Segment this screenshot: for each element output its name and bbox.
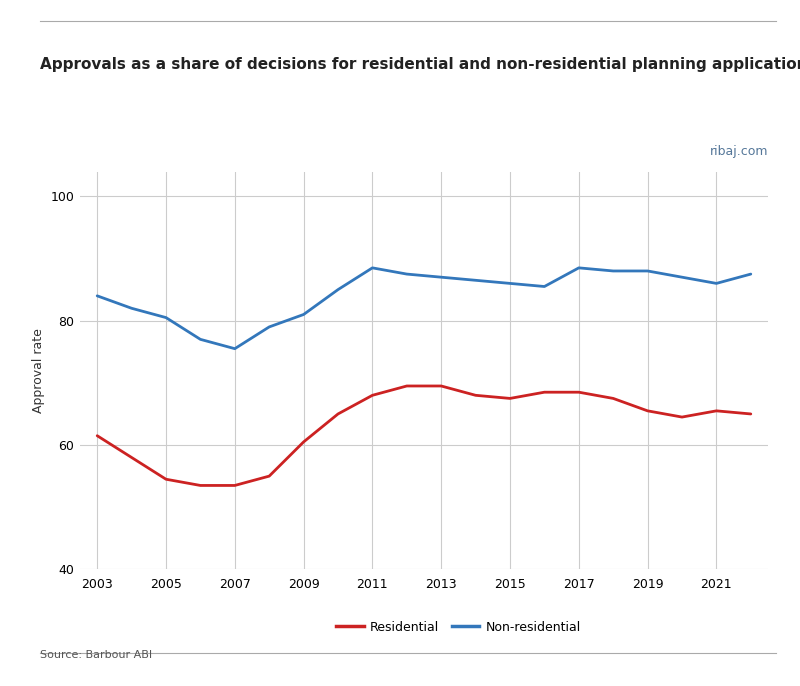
Non-residential — [539, 283, 549, 291]
Residential — [367, 391, 377, 399]
Residential — [298, 438, 308, 446]
Non-residential — [506, 279, 515, 287]
Non-residential — [162, 314, 171, 322]
Non-residential — [574, 263, 584, 272]
Residential — [162, 475, 171, 484]
Non-residential — [677, 273, 686, 281]
Non-residential — [608, 267, 618, 275]
Residential — [436, 382, 446, 390]
Line: Non-residential: Non-residential — [97, 268, 751, 348]
Residential — [746, 410, 756, 418]
Text: Source: Barbour ABI: Source: Barbour ABI — [40, 650, 152, 661]
Residential — [402, 382, 412, 390]
Non-residential — [264, 323, 274, 331]
Residential — [230, 482, 240, 490]
Y-axis label: Approval rate: Approval rate — [32, 328, 45, 413]
Non-residential — [746, 270, 756, 279]
Residential — [608, 394, 618, 403]
Residential — [92, 431, 102, 440]
Non-residential — [195, 335, 205, 344]
Non-residential — [367, 263, 377, 272]
Residential — [470, 391, 480, 399]
Non-residential — [470, 276, 480, 285]
Non-residential — [711, 279, 721, 287]
Residential — [711, 407, 721, 415]
Non-residential — [126, 304, 136, 312]
Residential — [333, 410, 342, 418]
Text: Approvals as a share of decisions for residential and non-residential planning a: Approvals as a share of decisions for re… — [40, 57, 800, 72]
Residential — [677, 413, 686, 421]
Residential — [539, 388, 549, 397]
Text: ribaj.com: ribaj.com — [710, 145, 768, 158]
Non-residential — [333, 285, 342, 294]
Non-residential — [642, 267, 652, 275]
Residential — [642, 407, 652, 415]
Non-residential — [92, 292, 102, 300]
Residential — [264, 472, 274, 480]
Non-residential — [402, 270, 412, 279]
Residential — [506, 394, 515, 403]
Legend: Residential, Non-residential: Residential, Non-residential — [331, 616, 586, 639]
Non-residential — [230, 344, 240, 353]
Residential — [126, 453, 136, 462]
Residential — [195, 482, 205, 490]
Residential — [574, 388, 584, 397]
Line: Residential: Residential — [97, 386, 751, 486]
Non-residential — [298, 310, 308, 318]
Non-residential — [436, 273, 446, 281]
